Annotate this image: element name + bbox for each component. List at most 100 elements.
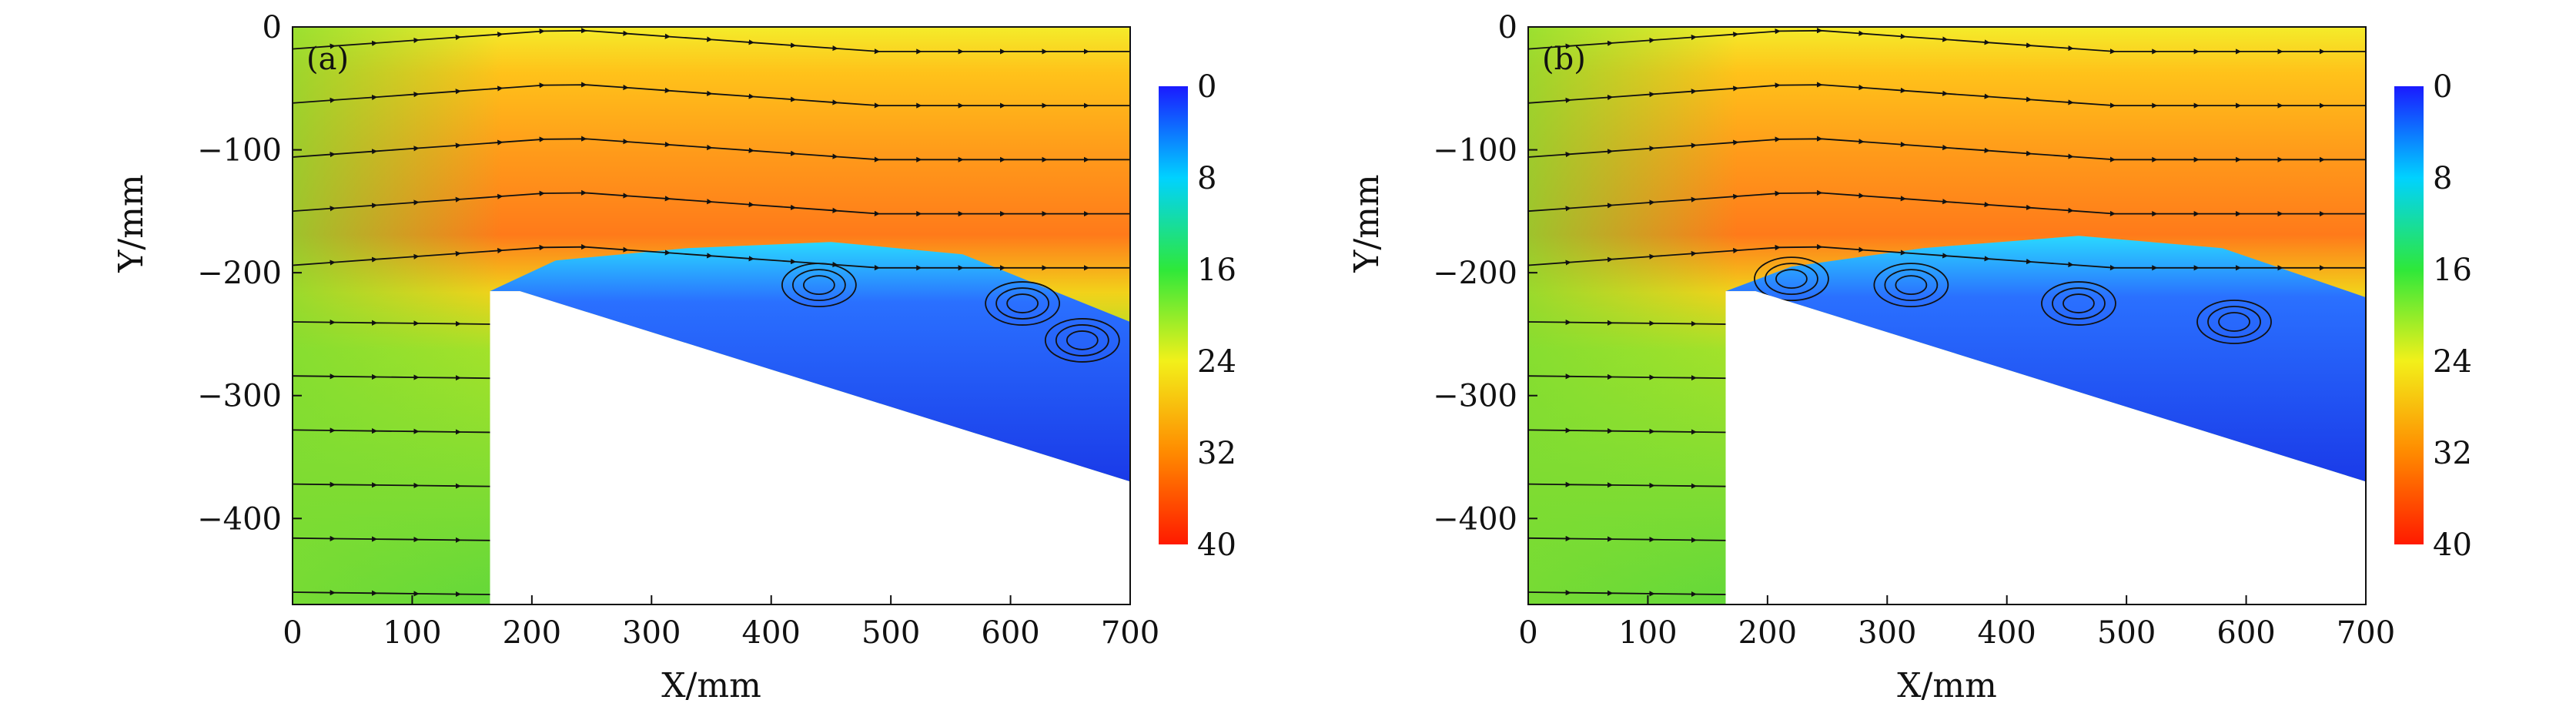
streamline bbox=[1527, 481, 1738, 489]
vortex-loop bbox=[1765, 263, 1818, 296]
x-tick-label: 0 bbox=[283, 615, 302, 651]
colorbar-tick-label: 24 bbox=[2433, 344, 2472, 380]
colorbar-tick-label: 32 bbox=[1197, 436, 1236, 471]
vortex-loop bbox=[985, 281, 1061, 326]
panel-a: (a)0 100 200 300 400 500 600 7000−100−200−300−4… bbox=[112, 10, 1236, 705]
colorbar bbox=[1159, 86, 1188, 544]
vortex bbox=[2196, 300, 2272, 344]
x-tick-label: 600 bbox=[981, 615, 1039, 651]
streamline bbox=[292, 319, 503, 327]
vortex bbox=[1044, 318, 1120, 363]
y-tick-label: −300 bbox=[197, 379, 282, 414]
streamline bbox=[1527, 590, 1738, 598]
x-tick-label: 500 bbox=[861, 615, 920, 651]
streamline bbox=[292, 590, 503, 598]
streamline bbox=[292, 535, 503, 543]
vortex-loop bbox=[1884, 269, 1939, 302]
colorbar-tick-label: 24 bbox=[1197, 344, 1236, 380]
colorbar-tick-label: 8 bbox=[1197, 161, 1216, 196]
streamlines bbox=[292, 28, 1130, 598]
vortex-loop bbox=[1754, 256, 1829, 302]
vortex-loop bbox=[1873, 263, 1949, 308]
panel-b: (b)0 100 200 300 400 500 600 7000−100−200−300−4… bbox=[1347, 10, 2472, 705]
vortex-loop bbox=[1006, 293, 1039, 313]
x-axis-title: X/mm bbox=[661, 666, 761, 705]
x-tick-label: 200 bbox=[503, 615, 561, 651]
streamline bbox=[1527, 136, 2366, 162]
x-tick-label: 700 bbox=[2337, 615, 2395, 651]
y-tick-label: −400 bbox=[197, 501, 282, 537]
streamline bbox=[1527, 28, 2366, 55]
streamline bbox=[1527, 243, 2366, 271]
streamline bbox=[292, 373, 503, 381]
x-tick-label: 400 bbox=[1978, 615, 2036, 651]
vortex-loop bbox=[1055, 324, 1109, 357]
y-tick-label: −300 bbox=[1433, 379, 1517, 414]
vortex-loop bbox=[1066, 330, 1099, 350]
model-body bbox=[490, 291, 1130, 604]
streamline bbox=[1527, 82, 2366, 109]
separation-bubble bbox=[490, 242, 1130, 482]
streamline bbox=[292, 481, 503, 489]
colorbar-tick-label: 0 bbox=[1197, 69, 1216, 105]
colorbar-tick-label: 16 bbox=[2433, 253, 2472, 288]
x-axis-title: X/mm bbox=[1897, 666, 1997, 705]
streamline bbox=[292, 243, 1130, 271]
y-axis-title: Y/mm bbox=[112, 174, 151, 273]
streamline bbox=[1527, 427, 1738, 435]
colorbar bbox=[2394, 86, 2424, 544]
streamline bbox=[1527, 373, 1738, 381]
x-tick-label: 100 bbox=[1618, 615, 1677, 651]
x-tick-label: 200 bbox=[1738, 615, 1797, 651]
colorbar-tick-label: 32 bbox=[2433, 436, 2472, 471]
streamlines bbox=[1527, 28, 2366, 598]
streamline bbox=[292, 136, 1130, 162]
colorbar-tick-label: 16 bbox=[1197, 253, 1236, 288]
vortex bbox=[1754, 256, 1829, 302]
y-tick-label: 0 bbox=[263, 10, 282, 45]
y-tick-label: −200 bbox=[1433, 256, 1517, 291]
vortex-loop bbox=[791, 269, 846, 302]
model-body bbox=[1725, 291, 2366, 604]
streamline bbox=[292, 189, 1130, 217]
vortex bbox=[2041, 281, 2116, 326]
vortex bbox=[1873, 263, 1949, 308]
y-tick-label: 0 bbox=[1498, 10, 1517, 45]
plot-frame bbox=[1527, 26, 2367, 605]
vortex-loop bbox=[1044, 318, 1120, 363]
vortex-loop bbox=[995, 287, 1050, 320]
y-tick-label: −100 bbox=[197, 133, 282, 169]
vortex-loop bbox=[2207, 306, 2261, 338]
streamline bbox=[292, 427, 503, 435]
vortex-loop bbox=[1775, 269, 1808, 290]
streamline bbox=[1527, 189, 2366, 217]
speed-field bbox=[293, 27, 1130, 604]
colorbar-tick-label: 40 bbox=[2433, 527, 2472, 563]
vortex-loop bbox=[1895, 275, 1928, 296]
x-tick-label: 500 bbox=[2097, 615, 2156, 651]
panel-label: (b) bbox=[1542, 42, 1586, 77]
vortex-loop bbox=[781, 263, 857, 308]
x-tick-label: 600 bbox=[2216, 615, 2275, 651]
x-tick-label: 300 bbox=[1858, 615, 1916, 651]
x-tick-label: 300 bbox=[622, 615, 681, 651]
separation-bubble bbox=[1725, 236, 2366, 482]
x-tick-label: 0 bbox=[1518, 615, 1537, 651]
plot-frame bbox=[292, 26, 1131, 605]
vortex-loop bbox=[2062, 293, 2095, 313]
x-tick-label: 700 bbox=[1101, 615, 1159, 651]
vortex-loop bbox=[802, 275, 835, 296]
streamline bbox=[292, 28, 1130, 55]
vortex-loop bbox=[2218, 312, 2250, 332]
streamline bbox=[1527, 535, 1738, 543]
streamline bbox=[1527, 319, 1738, 327]
streamline bbox=[292, 82, 1130, 109]
colorbar-tick-label: 0 bbox=[2433, 69, 2452, 105]
y-tick-label: −200 bbox=[197, 256, 282, 291]
y-axis-title: Y/mm bbox=[1347, 174, 1387, 273]
y-tick-label: −400 bbox=[1433, 501, 1517, 537]
vortex-loop bbox=[2052, 287, 2106, 320]
colorbar-tick-label: 8 bbox=[2433, 161, 2452, 196]
vortex bbox=[985, 281, 1061, 326]
